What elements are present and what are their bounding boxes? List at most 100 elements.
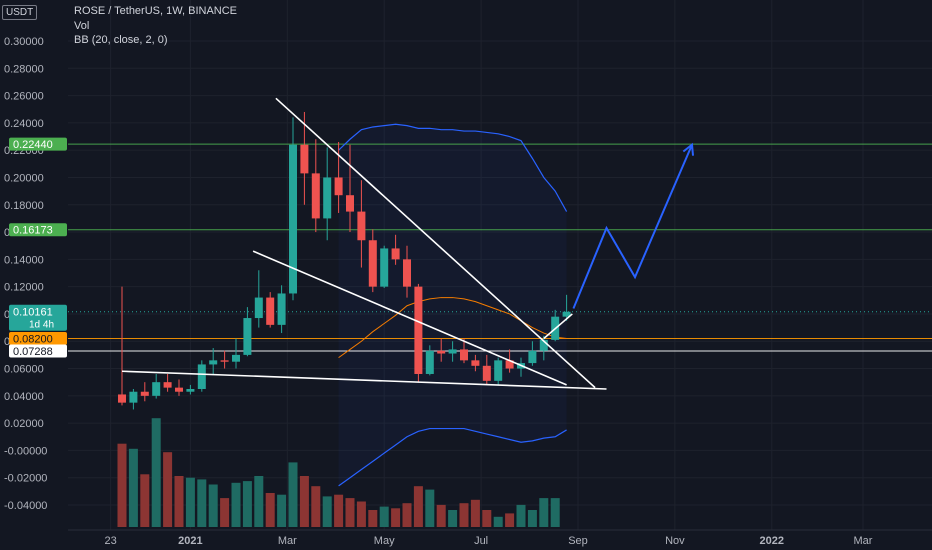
- current-price-tag: [9, 304, 67, 331]
- level-tag: [9, 344, 67, 358]
- candle-body: [140, 391, 149, 396]
- bollinger-fill: [338, 124, 567, 486]
- volume-bar: [242, 481, 252, 527]
- trendline: [543, 313, 573, 340]
- volume-bar: [505, 513, 515, 527]
- volume-bar: [470, 499, 480, 527]
- volume-bars: [117, 418, 560, 527]
- currency-badge[interactable]: USDT: [2, 5, 38, 20]
- volume-bar: [436, 504, 446, 527]
- volume-bar: [288, 462, 298, 527]
- bollinger-lower: [338, 427, 567, 487]
- candle-body: [346, 195, 354, 212]
- volume-bar: [425, 489, 435, 527]
- candle-body: [232, 354, 240, 362]
- volume-bar: [163, 452, 173, 527]
- price-axis: 0.300000.280000.260000.240000.220000.200…: [4, 36, 67, 512]
- candle-body: [129, 391, 138, 403]
- volume-bar: [185, 477, 195, 527]
- candle-body: [300, 144, 309, 174]
- trendline: [121, 370, 607, 390]
- candle-body: [220, 360, 229, 362]
- level-tag: [9, 223, 67, 237]
- candle-body: [334, 177, 343, 196]
- price-tick-label: 0.04000: [4, 391, 44, 403]
- candle-body: [289, 144, 297, 294]
- price-tick-label: 0.20000: [4, 172, 44, 184]
- volume-bar: [277, 494, 287, 527]
- candle-body: [505, 360, 514, 369]
- volume-bar: [516, 504, 526, 527]
- price-tick-label: 0.02000: [4, 418, 44, 430]
- volume-bar: [208, 484, 218, 527]
- level-tag: [9, 137, 67, 151]
- candle-body: [118, 394, 126, 403]
- bollinger-band-fill: [338, 124, 567, 486]
- candle-body: [528, 350, 537, 364]
- volume-bar: [550, 498, 560, 527]
- volume-bar: [299, 476, 309, 527]
- horizontal-levels: [68, 143, 932, 352]
- volume-bar: [493, 516, 503, 527]
- candle-body: [277, 293, 286, 325]
- volume-bar: [413, 486, 423, 527]
- volume-bar: [379, 506, 389, 527]
- volume-bar: [140, 474, 150, 527]
- volume-bar: [356, 501, 366, 527]
- forecast-path: [572, 142, 695, 309]
- price-tick-label: 0.26000: [4, 91, 44, 103]
- bollinger-basis: [338, 297, 567, 359]
- trendline: [252, 250, 567, 386]
- volume-bar: [345, 498, 355, 527]
- time-tick-label: Sep: [568, 535, 588, 547]
- candle-body: [380, 248, 389, 287]
- candle-body: [197, 364, 206, 389]
- price-tick-label: 0.06000: [4, 364, 44, 376]
- volume-bar: [197, 479, 207, 527]
- candle-body: [152, 382, 161, 396]
- volume-bar: [265, 493, 275, 527]
- candle-body: [562, 311, 571, 317]
- volume-bar: [539, 498, 549, 527]
- time-tick-label: May: [374, 535, 395, 547]
- level-label: 0.16173: [13, 225, 53, 237]
- time-tick-label: 23: [104, 535, 116, 547]
- time-tick-label: 2022: [760, 535, 784, 547]
- volume-bar: [128, 448, 138, 527]
- trendlines: [121, 97, 607, 390]
- time-tick-label: Jul: [474, 535, 488, 547]
- forecast-arrowhead: [682, 142, 695, 156]
- current-price-label: 0.10161: [13, 307, 53, 319]
- level-label: 0.22440: [13, 139, 53, 151]
- volume-bar: [117, 443, 127, 527]
- time-tick-label: 2021: [178, 535, 202, 547]
- price-tick-label: -0.04000: [4, 500, 47, 512]
- volume-legend: Vol: [74, 20, 90, 32]
- symbol-title: ROSE / TetherUS, 1W, BINANCE: [74, 5, 238, 17]
- candle-body: [357, 211, 366, 241]
- candle-body: [391, 248, 400, 260]
- candles: [118, 111, 571, 410]
- price-tick-label: 0.28000: [4, 63, 44, 75]
- bollinger-legend: BB (20, close, 2, 0): [74, 34, 168, 46]
- candle-body: [482, 365, 491, 381]
- candle-body: [460, 349, 468, 361]
- price-tick-label: -0.02000: [4, 473, 47, 485]
- volume-bar: [322, 496, 332, 527]
- volume-bar: [220, 498, 230, 527]
- candle-body: [323, 177, 332, 219]
- trendline: [275, 97, 596, 389]
- candle-body: [368, 240, 377, 287]
- countdown-label: 1d 4h: [29, 320, 54, 331]
- bollinger-upper: [338, 123, 568, 212]
- volume-bar: [254, 476, 264, 527]
- price-tick-label: 0.12000: [4, 282, 44, 294]
- candle-body: [437, 350, 446, 354]
- volume-bar: [334, 494, 344, 527]
- candle-body: [186, 389, 195, 392]
- candle-body: [311, 173, 320, 219]
- candle-body: [254, 297, 263, 319]
- candle-body: [425, 350, 434, 374]
- time-tick-label: Nov: [665, 535, 685, 547]
